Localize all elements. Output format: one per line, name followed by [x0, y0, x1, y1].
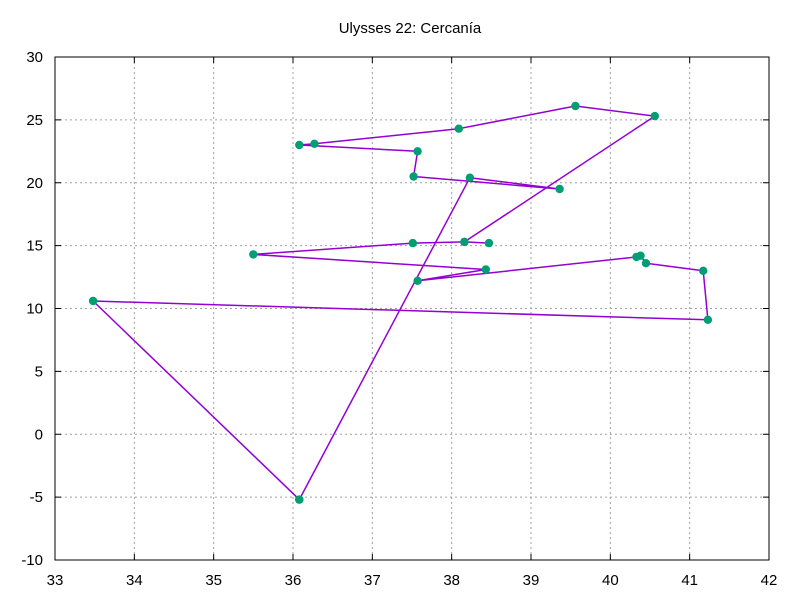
chart-title: Ulysses 22: Cercanía: [339, 20, 482, 37]
y-tick-label: 0: [35, 426, 43, 443]
data-point: [413, 276, 422, 285]
y-tick-label: 25: [26, 112, 43, 129]
data-point: [409, 172, 418, 181]
data-point: [632, 252, 641, 262]
x-tick-label: 37: [364, 572, 381, 589]
data-point: [465, 173, 475, 182]
series-line: [92, 105, 709, 501]
x-tick-label: 33: [47, 572, 64, 589]
data-point: [571, 101, 580, 111]
y-tick-label: 5: [35, 363, 43, 380]
data-points: [88, 101, 713, 504]
axis-ticks: [54, 56, 770, 561]
x-tick-label: 42: [761, 572, 778, 589]
data-point: [699, 266, 708, 275]
x-tick-label: 40: [602, 572, 619, 589]
y-tick-label: 10: [26, 301, 43, 318]
y-tick-label: 15: [26, 238, 43, 255]
data-point: [408, 238, 417, 248]
x-tick-label: 34: [126, 572, 143, 589]
data-point: [555, 184, 564, 194]
y-tick-label: 30: [26, 49, 43, 66]
data-point: [650, 111, 659, 121]
data-point: [481, 265, 490, 274]
x-tick-label: 39: [523, 572, 540, 589]
y-tick-label: 20: [26, 175, 43, 192]
data-point: [641, 259, 651, 268]
x-tick-label: 41: [681, 572, 698, 589]
x-tick-label: 35: [205, 572, 222, 589]
y-axis-tick-labels: -10 -5 0 5 10 15 20 25 30: [21, 49, 43, 569]
x-axis-tick-labels: 33 34 35 36 37 38 39 40 41 42: [47, 572, 778, 589]
data-point: [249, 250, 258, 259]
y-tick-label: -10: [21, 552, 43, 569]
data-point: [703, 315, 713, 324]
data-point: [88, 296, 98, 306]
grid: [55, 57, 769, 560]
data-point: [295, 495, 304, 504]
x-tick-label: 36: [285, 572, 302, 589]
series-line-group: [92, 105, 709, 501]
y-tick-label: -5: [30, 489, 43, 506]
x-tick-label: 38: [443, 572, 460, 589]
data-point: [454, 124, 463, 133]
data-point: [295, 140, 304, 150]
data-point: [413, 147, 422, 156]
data-point: [310, 139, 319, 148]
data-point: [484, 238, 494, 248]
data-point: [460, 237, 469, 247]
